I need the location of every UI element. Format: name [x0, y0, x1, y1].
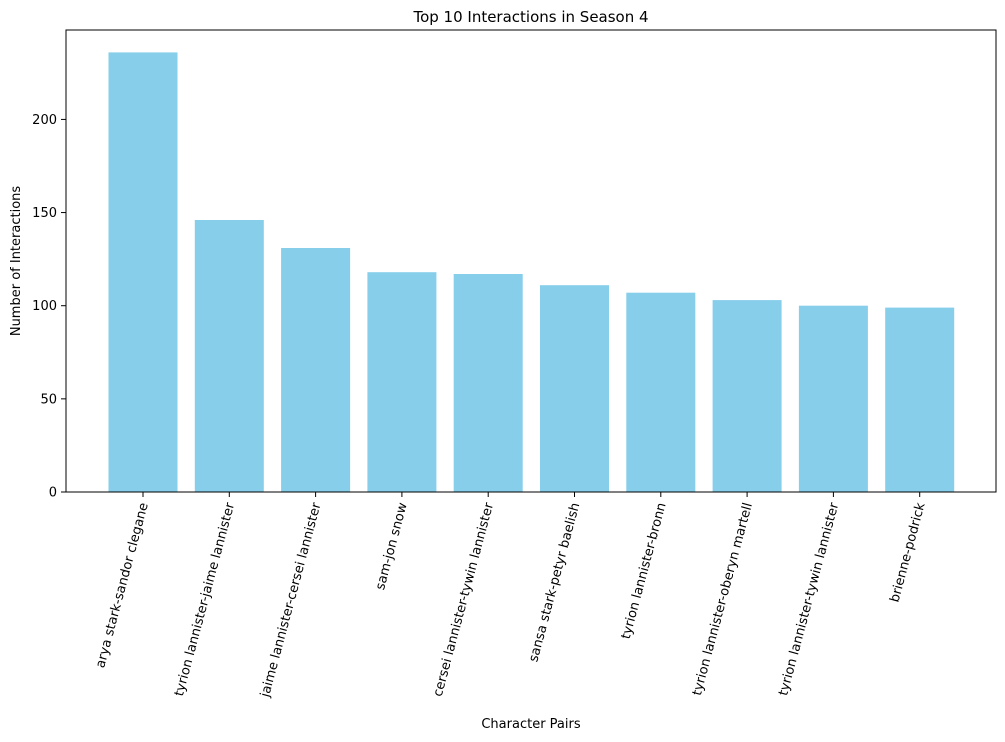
y-tick-label: 150 [32, 206, 57, 221]
bar [712, 300, 782, 492]
bar [885, 307, 955, 492]
bar [540, 285, 609, 492]
x-axis-label: Character Pairs [481, 717, 580, 732]
bar [367, 272, 437, 492]
chart-title: Top 10 Interactions in Season 4 [412, 8, 648, 26]
plot-frame [65, 29, 997, 493]
y-tick-label: 0 [49, 486, 57, 501]
x-tick-label: sansa stark-petyr baelish [526, 501, 583, 664]
y-tick-label: 100 [32, 299, 57, 314]
x-tick-label: tyrion lannister-tywin lannister [776, 501, 842, 698]
x-tick-label: arya stark-sandor clegane [93, 501, 152, 669]
y-axis-label: Number of Interactions [9, 186, 24, 337]
bar [798, 305, 868, 492]
bar [108, 52, 178, 493]
x-axis-ticks: arya stark-sandor clegane tyrion lanniste… [93, 492, 929, 700]
x-tick-label: tyrion lannister-oberyn martell [690, 501, 756, 697]
y-tick-label: 200 [32, 113, 57, 128]
x-tick-label: brienne-podrick [888, 501, 929, 604]
bar [281, 248, 351, 492]
x-tick-label: tyrion lannister-jaime lannister [172, 501, 238, 698]
bar [453, 274, 523, 492]
x-tick-label: cersei lannister-tywin lannister [431, 501, 497, 699]
x-tick-label: tyrion lannister-bronn [619, 501, 670, 641]
bar [626, 292, 696, 492]
bar [194, 220, 264, 492]
x-tick-label: jaime lannister-cersei lannister [258, 501, 325, 700]
y-axis-ticks: 0 50 100 150 200 [32, 113, 66, 501]
y-tick-label: 50 [40, 392, 57, 407]
bars-group [108, 52, 955, 493]
x-tick-label: sam-jon snow [373, 501, 411, 592]
